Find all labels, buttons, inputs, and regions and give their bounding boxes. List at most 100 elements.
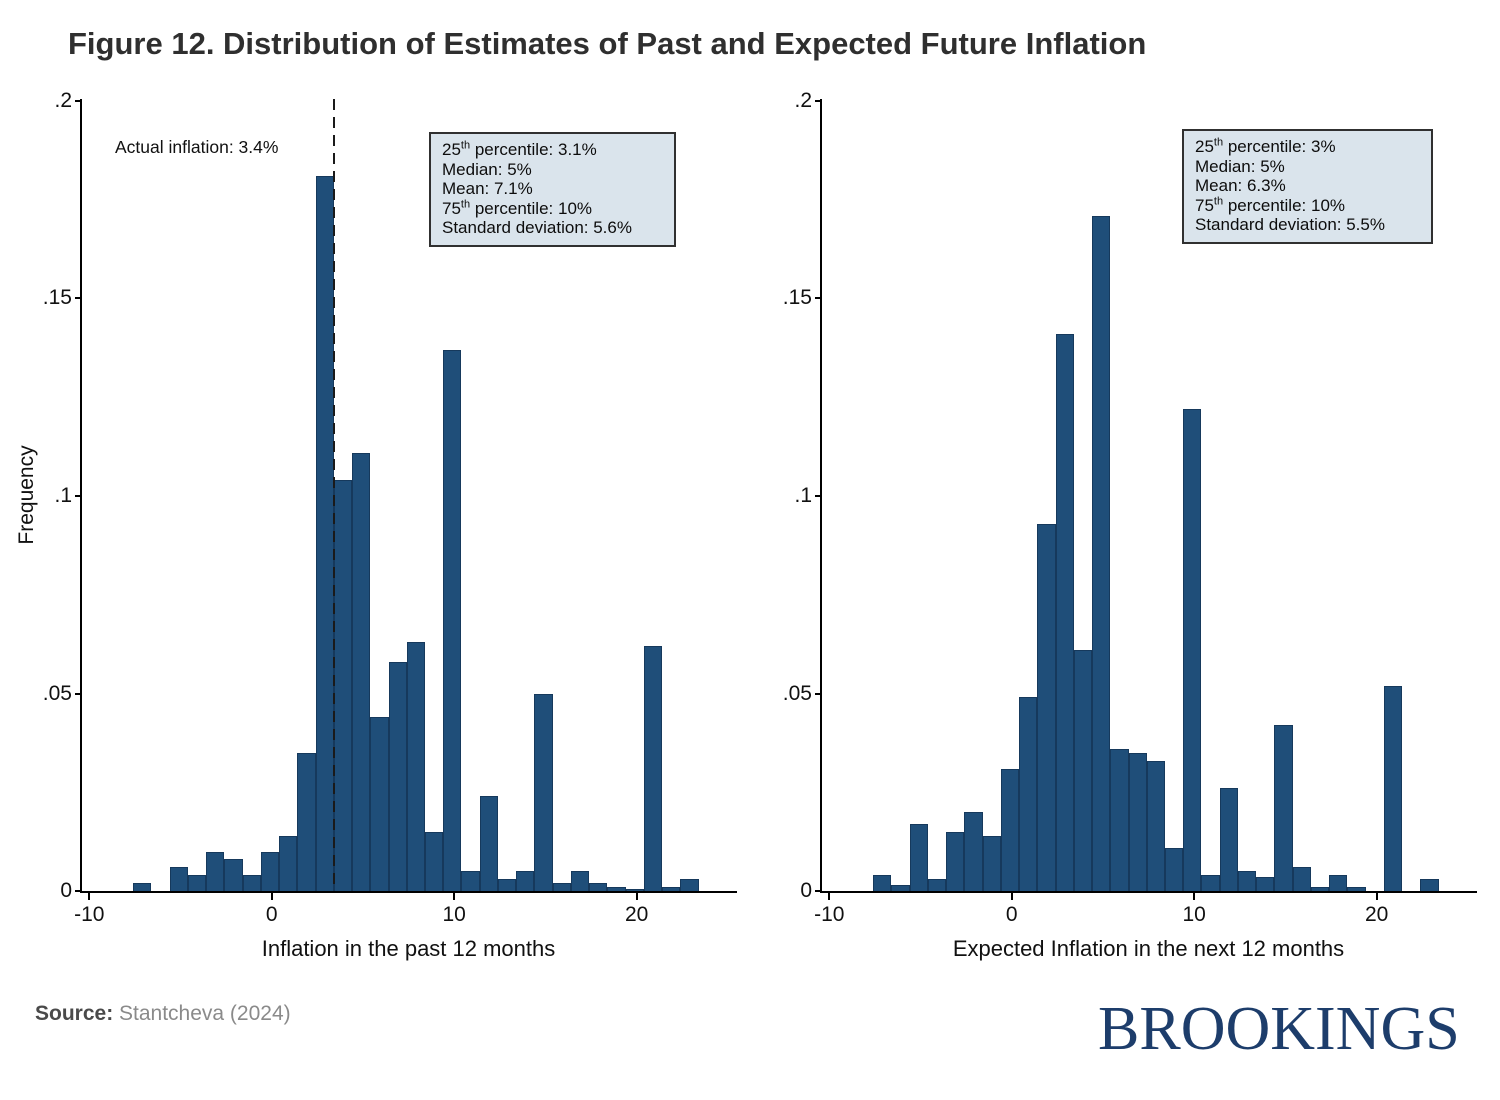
histogram-bar	[297, 752, 316, 891]
source-note: Source: Stantcheva (2024)	[35, 1002, 291, 1026]
stats-box-past: 25th percentile: 3.1% Median: 5% Mean: 7.1…	[429, 132, 676, 247]
stats-line: Mean: 7.1%	[442, 179, 533, 198]
expected-inflation-histogram: -10 0 10 20 0.05.1.15.2	[783, 89, 1477, 926]
histogram-bar	[260, 851, 280, 891]
y-axis-tick	[75, 99, 82, 102]
stats-line: 25th percentile: 3%	[1195, 136, 1336, 156]
histogram-bar	[1420, 879, 1439, 891]
x-axis-title-past: Inflation in the past 12 months	[261, 936, 556, 961]
histogram-bar	[1274, 725, 1293, 891]
histogram-bar	[662, 887, 681, 891]
y-axis-tick-label: .1	[54, 484, 72, 507]
stats-box-expected: 25th percentile: 3% Median: 5% Mean: 6.3% 7…	[1182, 129, 1433, 244]
y-axis-tick	[75, 692, 82, 695]
histogram-bar	[1329, 875, 1348, 891]
histogram-bar	[534, 693, 553, 891]
histogram-bar	[1110, 748, 1129, 891]
histogram-bar	[1073, 650, 1093, 891]
histogram-bar	[224, 859, 243, 891]
histogram-bar	[352, 452, 371, 891]
x-axis-tick-label: 0	[1005, 903, 1018, 926]
y-axis-tick-label: .15	[42, 286, 72, 310]
histogram-bar	[370, 717, 389, 891]
histogram-bar	[1037, 523, 1056, 891]
x-axis-tick-label: 20	[1364, 903, 1389, 926]
y-axis-tick	[815, 692, 822, 695]
brookings-logo: BROOKINGS	[1098, 995, 1460, 1063]
histogram-bar	[425, 831, 444, 891]
histogram-bar	[479, 796, 498, 891]
y-axis-tick-label: .1	[794, 484, 812, 507]
actual-inflation-dashed-line	[332, 99, 335, 891]
histogram-bar	[388, 661, 407, 891]
y-axis-tick	[815, 495, 822, 497]
x-axis-tick	[453, 891, 456, 900]
histogram-bar	[1092, 215, 1111, 891]
histogram-bar	[1219, 788, 1238, 891]
histogram-bar	[873, 875, 892, 891]
stats-line: Mean: 6.3%	[1195, 176, 1286, 195]
source-text: Stantcheva (2024)	[113, 1002, 291, 1025]
histogram-bar	[315, 176, 334, 891]
y-axis-tick-label: .2	[794, 88, 812, 112]
stats-line: Standard deviation: 5.5%	[1195, 215, 1385, 234]
histogram-bar	[589, 883, 608, 891]
histogram-bar	[333, 480, 353, 891]
histogram-bar	[1292, 867, 1311, 891]
source-label: Source:	[35, 1002, 114, 1025]
histogram-bar	[497, 879, 517, 891]
histogram-bar	[1347, 887, 1366, 891]
x-axis-tick	[828, 891, 831, 900]
histogram-bar	[1183, 409, 1202, 891]
histogram-bar	[909, 823, 928, 891]
y-axis-tick-label: 0	[60, 879, 72, 902]
x-axis-title-expected: Expected Inflation in the next 12 months	[952, 936, 1345, 961]
histogram-bar	[1055, 334, 1074, 891]
x-axis-tick-label: -10	[74, 903, 105, 926]
y-axis-tick-label: .05	[782, 681, 812, 705]
y-axis-tick-label: 0	[800, 879, 812, 902]
stats-line: Standard deviation: 5.6%	[442, 218, 632, 237]
x-axis-tick	[88, 891, 91, 900]
histogram-bar	[946, 831, 965, 891]
histogram-bar	[187, 875, 207, 891]
y-axis-tick	[75, 297, 82, 300]
x-axis-tick	[1375, 891, 1378, 900]
histogram-bar	[406, 642, 425, 891]
y-axis-tick	[815, 297, 822, 300]
stats-line: 75th percentile: 10%	[442, 197, 593, 218]
histogram-bar	[964, 812, 983, 891]
y-axis-tick-label: .05	[42, 681, 72, 705]
histogram-bar	[1019, 697, 1038, 891]
histogram-bar	[643, 646, 663, 891]
histogram-bar	[607, 887, 626, 891]
histogram-bar	[1000, 768, 1020, 891]
stats-line: 25th percentile: 3.1%	[442, 139, 597, 159]
y-axis-tick	[75, 495, 82, 497]
x-axis-tick-label: 10	[1182, 903, 1206, 926]
histogram-bar	[1237, 871, 1257, 891]
histogram-bar	[625, 889, 644, 891]
past-inflation-histogram: -10 0 10 20 0.05.1.15.2	[43, 89, 737, 926]
actual-inflation-annotation: Actual inflation: 3.4%	[115, 137, 279, 157]
histogram-bar	[1146, 760, 1165, 891]
stats-line: 75th percentile: 10%	[1195, 194, 1346, 215]
histogram-bar	[927, 879, 947, 891]
stats-line: Median: 5%	[442, 159, 532, 179]
x-axis-tick-label: 20	[624, 903, 649, 926]
histogram-bar	[1201, 875, 1220, 891]
y-axis-tick-label: .15	[782, 286, 812, 310]
histogram-bar	[552, 883, 571, 891]
histogram-bar	[680, 879, 699, 891]
histogram-bar	[516, 871, 535, 891]
x-axis-tick	[1010, 891, 1013, 900]
histogram-bar	[242, 875, 261, 891]
histogram-bar	[1383, 685, 1403, 891]
histogram-bar	[982, 835, 1001, 891]
stats-line: Median: 5%	[1195, 156, 1285, 176]
x-axis-tick-label: -10	[814, 903, 845, 926]
y-axis-tick	[815, 99, 822, 102]
histogram-bar	[891, 885, 910, 891]
x-axis-tick	[270, 891, 273, 900]
